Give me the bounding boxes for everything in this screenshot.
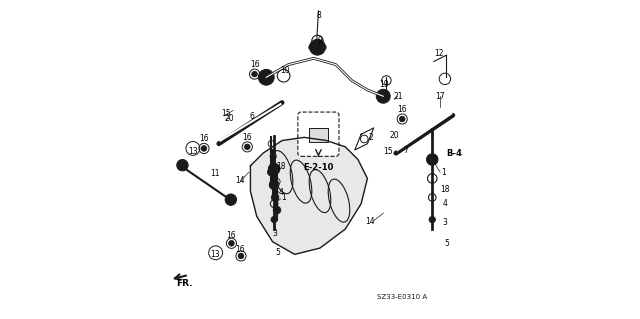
Text: B-4: B-4 [447, 149, 462, 158]
Text: 17: 17 [435, 92, 444, 101]
Circle shape [259, 69, 274, 85]
Text: 16: 16 [226, 231, 236, 240]
Circle shape [271, 216, 277, 223]
Text: SZ33-E0310 A: SZ33-E0310 A [377, 294, 428, 300]
Text: 9: 9 [317, 36, 323, 45]
Bar [309, 128, 328, 142]
Text: 13: 13 [188, 147, 197, 156]
Text: 20: 20 [390, 131, 399, 140]
Text: 16: 16 [199, 134, 209, 144]
Circle shape [399, 116, 405, 122]
Circle shape [177, 160, 188, 171]
Circle shape [271, 194, 279, 201]
Text: 18: 18 [276, 162, 286, 171]
Text: 16: 16 [236, 245, 245, 254]
Text: 3: 3 [442, 218, 447, 227]
Polygon shape [250, 137, 367, 254]
Text: 20: 20 [224, 114, 234, 123]
FancyBboxPatch shape [298, 112, 339, 156]
Text: 21: 21 [394, 92, 403, 101]
Text: 18: 18 [440, 185, 450, 194]
Circle shape [269, 181, 277, 189]
Circle shape [244, 144, 250, 150]
Text: 7: 7 [403, 145, 408, 154]
Text: 16: 16 [243, 133, 252, 142]
Circle shape [427, 154, 438, 165]
Text: 15: 15 [383, 147, 392, 156]
Circle shape [429, 216, 435, 223]
Text: 12: 12 [434, 49, 444, 58]
Text: 16: 16 [250, 60, 259, 69]
Circle shape [252, 71, 257, 77]
Circle shape [268, 168, 275, 176]
Text: 11: 11 [211, 169, 220, 178]
Text: E-2-10: E-2-10 [303, 163, 333, 172]
Text: 5: 5 [444, 239, 449, 248]
Text: 8: 8 [316, 11, 321, 20]
Text: 1: 1 [281, 193, 286, 202]
Text: 14: 14 [365, 217, 375, 226]
Text: 10: 10 [280, 66, 289, 76]
Circle shape [201, 145, 207, 151]
Text: FR.: FR. [177, 279, 193, 288]
Text: 3: 3 [273, 229, 278, 238]
Text: 1: 1 [441, 168, 445, 177]
Text: 16: 16 [397, 105, 407, 114]
Circle shape [238, 253, 244, 259]
Text: 15: 15 [221, 109, 231, 118]
Text: 4: 4 [279, 188, 284, 197]
Circle shape [273, 206, 281, 214]
Text: 13: 13 [210, 250, 220, 259]
Text: 2: 2 [368, 133, 373, 142]
Circle shape [376, 89, 390, 103]
Text: 14: 14 [236, 175, 245, 185]
Text: 6: 6 [250, 112, 255, 121]
Text: 19: 19 [380, 80, 389, 89]
Circle shape [225, 194, 237, 205]
Circle shape [228, 241, 234, 246]
Circle shape [310, 39, 325, 55]
Circle shape [268, 163, 280, 175]
Text: 4: 4 [442, 199, 447, 208]
Text: 5: 5 [275, 248, 280, 257]
